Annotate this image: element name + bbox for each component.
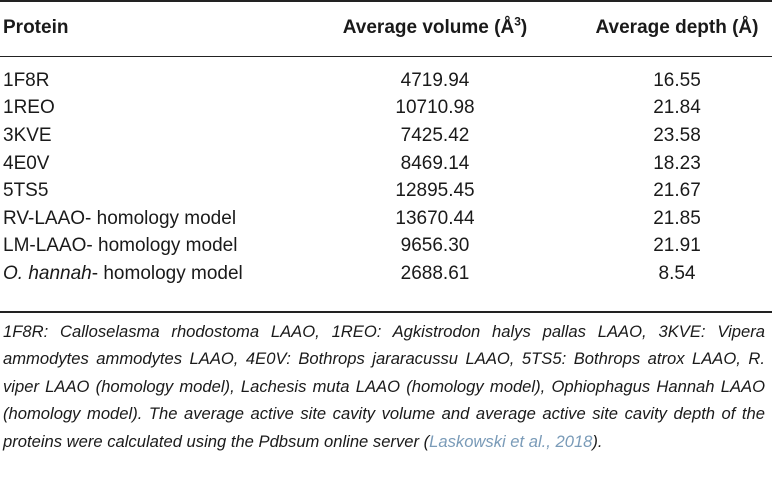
footnote-text: 1F8R: Calloselasma rhodostoma LAAO, 1REO… <box>3 322 765 451</box>
header-volume-prefix: Average volume (Å <box>342 17 515 38</box>
cell-protein-text: RV-LAAO- homology model <box>3 207 237 229</box>
cell-volume: 13670.44 <box>395 207 475 229</box>
cell-depth: 21.91 <box>653 235 701 257</box>
table-header: Protein Average volume (Å3) Average dept… <box>0 0 772 57</box>
cell-depth: 23.58 <box>653 124 701 146</box>
cell-depth: 16.55 <box>653 69 701 91</box>
citation-link[interactable]: Laskowski et al., 2018 <box>429 431 593 451</box>
cell-protein-text: 3KVE <box>3 124 52 146</box>
table-row: O. hannah- homology model 2688.61 8.54 <box>0 260 772 288</box>
table-row: 5TS5 12895.45 21.67 <box>0 177 772 205</box>
cell-protein-text: LM-LAAO- homology model <box>3 235 238 257</box>
table-row: 4E0V 8469.14 18.23 <box>0 150 772 178</box>
cell-protein: 1REO <box>0 95 290 123</box>
cell-volume: 8469.14 <box>400 152 470 174</box>
cell-protein: 4E0V <box>0 150 290 178</box>
cell-protein-text: 4E0V <box>3 152 50 174</box>
cell-depth: 21.85 <box>653 207 701 229</box>
cell-protein: 3KVE <box>0 122 290 150</box>
cell-depth: 21.67 <box>653 180 701 202</box>
table-row: 3KVE 7425.42 23.58 <box>0 122 772 150</box>
cell-depth: 18.23 <box>653 152 701 174</box>
bottom-rule <box>0 311 772 313</box>
table-row: LM-LAAO- homology model 9656.30 21.91 <box>0 233 772 261</box>
header-row: Protein Average volume (Å3) Average dept… <box>0 0 772 57</box>
cell-protein: RV-LAAO- homology model <box>0 205 290 233</box>
header-protein: Protein <box>0 0 290 57</box>
table-row: RV-LAAO- homology model 13670.44 21.85 <box>0 205 772 233</box>
table-row: 1REO 10710.98 21.84 <box>0 95 772 123</box>
cell-volume: 4719.94 <box>400 69 470 91</box>
cell-protein-text: 5TS5 <box>3 180 49 202</box>
cell-depth: 8.54 <box>658 262 696 284</box>
table-body: 1F8R 4719.94 16.55 1REO 10710.98 21.84 3… <box>0 57 772 288</box>
header-average-volume: Average volume (Å3) <box>290 0 552 57</box>
table-row: 1F8R 4719.94 16.55 <box>0 57 772 95</box>
cell-protein-text: - homology model <box>91 262 243 284</box>
cell-volume: 10710.98 <box>395 97 475 119</box>
cell-protein-text: 1F8R <box>3 69 50 91</box>
data-table: Protein Average volume (Å3) Average dept… <box>0 0 772 288</box>
cell-protein-italic: O. hannah <box>3 262 92 284</box>
cell-volume: 9656.30 <box>400 235 470 257</box>
cell-protein: 1F8R <box>0 57 290 95</box>
cell-volume: 7425.42 <box>400 124 470 146</box>
footnote-end: ). <box>592 431 603 451</box>
cell-volume: 2688.61 <box>400 262 470 284</box>
cell-protein-text: 1REO <box>3 97 55 119</box>
table-footnote: 1F8R: Calloselasma rhodostoma LAAO, 1REO… <box>3 318 765 455</box>
cell-volume: 12895.45 <box>395 180 475 202</box>
header-average-depth: Average depth (Å) <box>552 0 772 57</box>
header-volume-sup: 3 <box>514 14 521 29</box>
header-volume-suffix: ) <box>520 17 528 38</box>
cell-protein: 5TS5 <box>0 177 290 205</box>
cell-protein: LM-LAAO- homology model <box>0 233 290 261</box>
cell-depth: 21.84 <box>653 97 701 119</box>
cell-protein: O. hannah- homology model <box>0 260 290 288</box>
